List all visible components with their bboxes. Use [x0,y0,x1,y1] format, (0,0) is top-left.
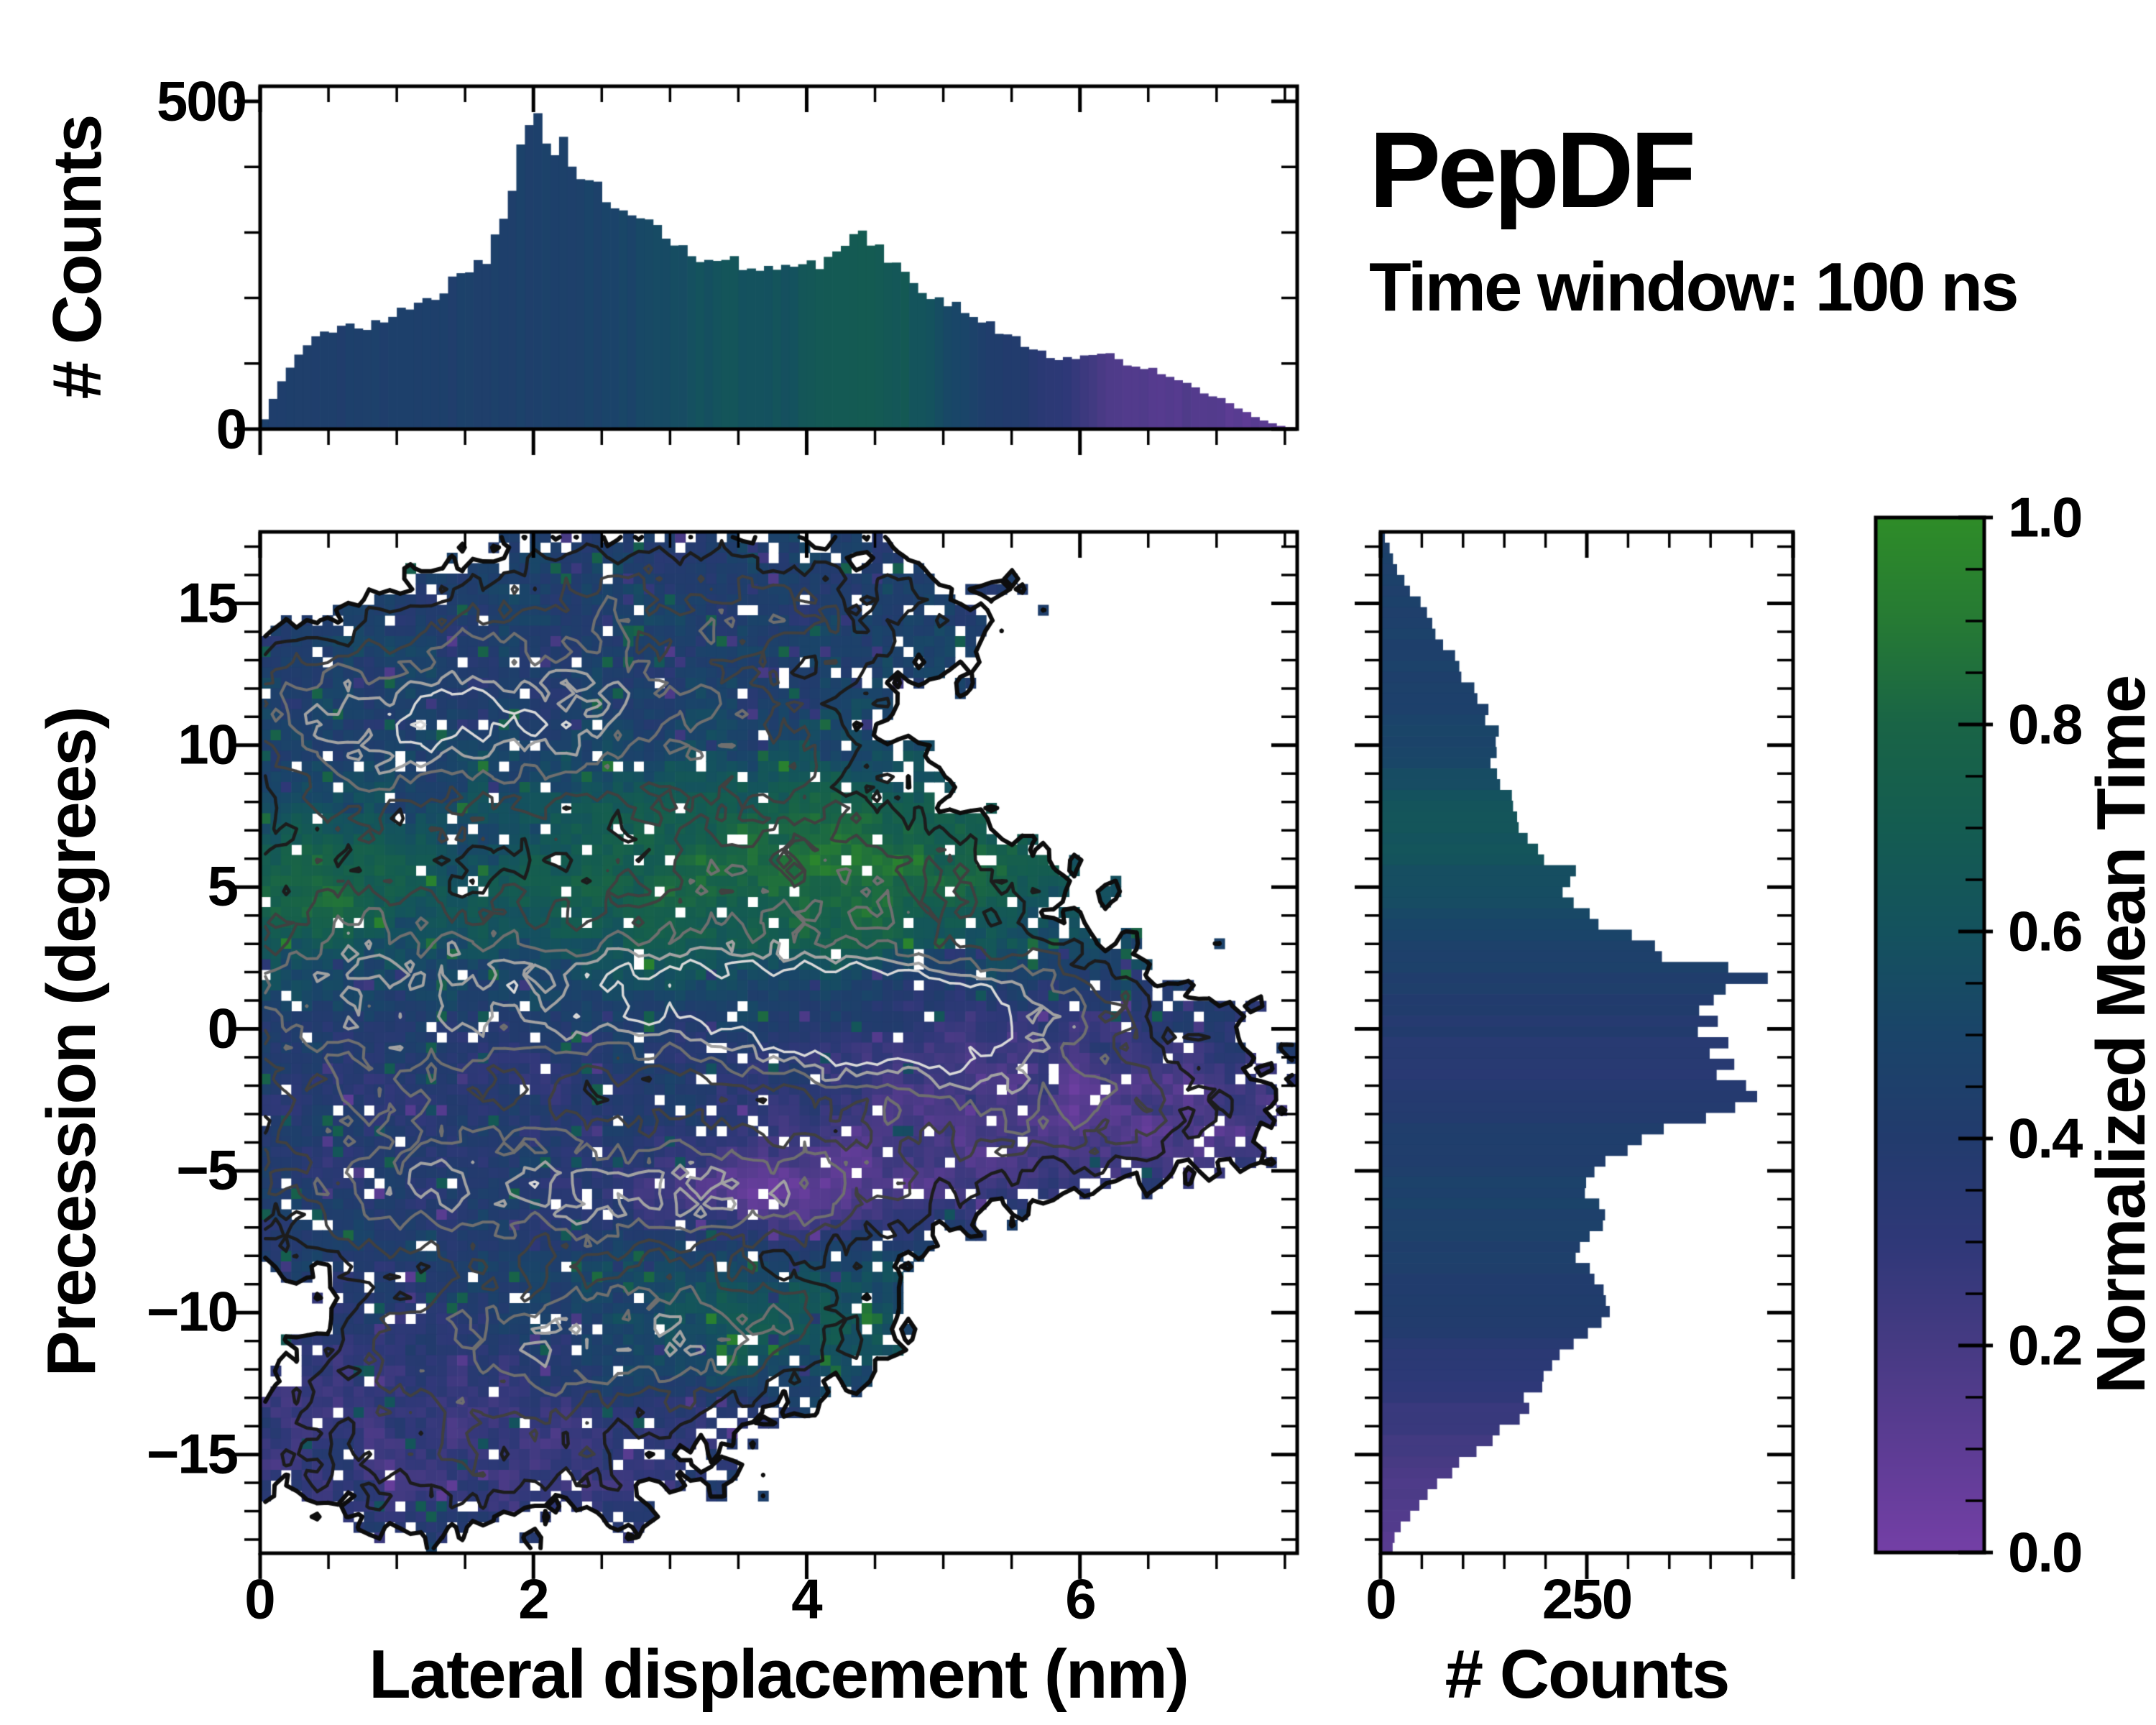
righthist-xtick-0: 0 [1365,1567,1396,1631]
main-ytick-neg10: −10 [146,1279,239,1343]
figure-subtitle: Time window: 100 ns [1369,249,2019,326]
cbar-tick-1.0: 1.0 [2008,485,2083,549]
right-hist-x-axis-label: # Counts [1445,1636,1731,1713]
main-x-axis-label: Lateral displacement (nm) [369,1636,1189,1713]
colorbar-label: Normalized Mean Time [2083,676,2156,1394]
main-ytick-15: 15 [178,571,239,635]
main-ytick-neg15: −15 [146,1422,239,1486]
main-xtick-4: 4 [791,1567,822,1631]
top-hist-y-axis-label: # Counts [39,115,116,400]
main-ytick-5: 5 [207,854,239,918]
tophist-ytick-0: 0 [216,397,247,461]
top-histogram-canvas [203,43,1337,503]
righthist-xtick-250: 250 [1542,1567,1633,1631]
main-ytick-10: 10 [178,712,239,776]
main-xtick-0: 0 [244,1567,275,1631]
tophist-ytick-500: 500 [156,69,247,133]
cbar-tick-0.2: 0.2 [2008,1313,2083,1377]
main-y-axis-label: Precession (degrees) [33,707,110,1377]
figure-title: PepDF [1369,109,1696,230]
right-histogram-canvas [1337,489,1840,1639]
main-heatmap-canvas [203,489,1337,1639]
main-ytick-0: 0 [207,996,239,1060]
main-xtick-2: 2 [518,1567,549,1631]
cbar-tick-0.4: 0.4 [2008,1106,2083,1170]
main-xtick-6: 6 [1065,1567,1096,1631]
cbar-tick-0.6: 0.6 [2008,899,2083,963]
cbar-tick-0.8: 0.8 [2008,692,2083,756]
cbar-tick-0.0: 0.0 [2008,1520,2083,1584]
main-ytick-neg5: −5 [176,1138,239,1202]
colorbar-canvas [1811,460,2099,1668]
